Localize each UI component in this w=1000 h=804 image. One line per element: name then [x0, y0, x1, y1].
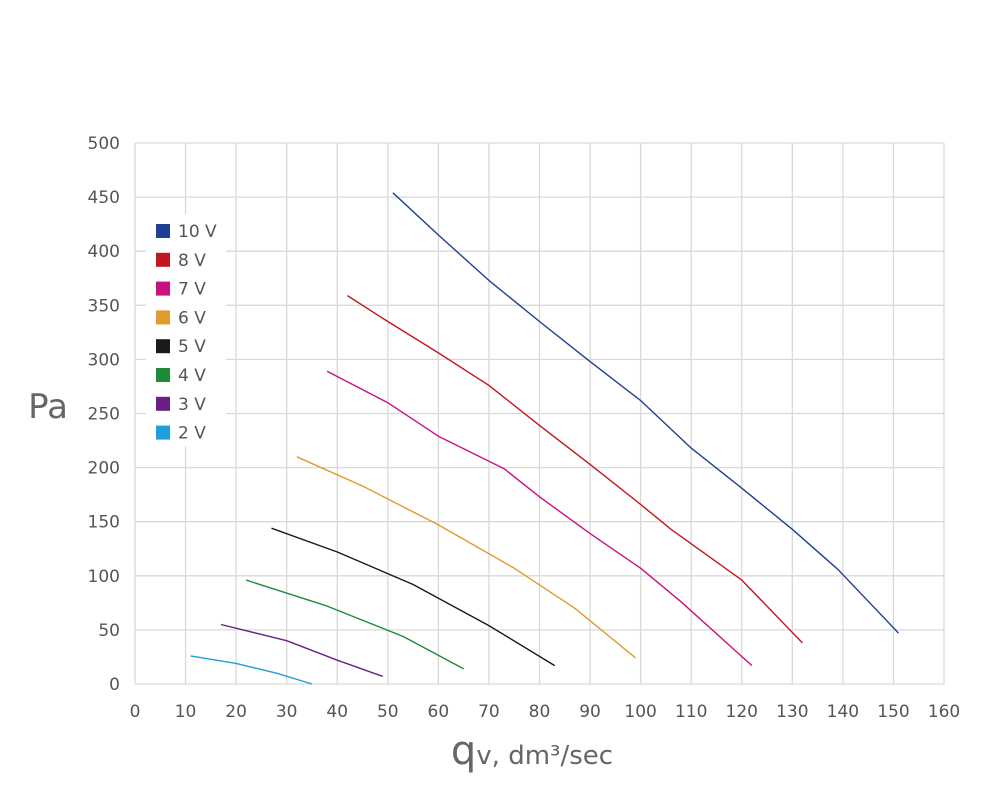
legend-label: 7 V	[178, 280, 206, 300]
x-tick-labels: 0 10 20 30 40 50 60 70 80 90 100 110 120 130 140 150 160	[130, 702, 961, 722]
x-tick-label: 160	[928, 702, 960, 722]
series-line-6v	[296, 456, 637, 659]
series-lines	[190, 192, 900, 685]
x-tick-label: 100	[624, 702, 656, 722]
series-line-3v	[220, 623, 384, 678]
y-tick-label: 0	[109, 675, 120, 695]
legend-label: 5 V	[178, 337, 206, 357]
x-axis-label-rest: v, dm³/sec	[476, 741, 613, 771]
legend-label: 3 V	[178, 395, 206, 415]
x-tick-label: 130	[776, 702, 808, 722]
legend: 10 V 8 V 7 V 6 V 5 V 4 V 3 V 2 V	[146, 214, 226, 446]
series-line-4v	[245, 579, 465, 670]
y-tick-label: 300	[88, 350, 120, 370]
y-tick-label: 100	[88, 567, 120, 587]
y-tick-label: 450	[88, 188, 120, 208]
x-tick-label: 90	[579, 702, 601, 722]
y-tick-label: 500	[88, 134, 120, 154]
x-tick-label: 30	[276, 702, 298, 722]
y-tick-label: 350	[88, 296, 120, 316]
series-line-5v	[271, 527, 556, 667]
legend-swatch	[156, 252, 170, 267]
x-tick-label: 120	[726, 702, 758, 722]
legend-label: 8 V	[178, 251, 206, 271]
legend-swatch	[156, 281, 170, 296]
x-axis-label-main: q	[451, 728, 476, 774]
x-tick-label: 70	[478, 702, 500, 722]
x-tick-label: 80	[529, 702, 551, 722]
legend-label: 4 V	[178, 366, 206, 386]
x-tick-label: 20	[225, 702, 247, 722]
legend-label: 6 V	[178, 308, 206, 328]
x-tick-label: 40	[326, 702, 348, 722]
grid	[134, 142, 945, 685]
x-tick-label: 0	[130, 702, 141, 722]
series-line-7v	[326, 370, 753, 667]
y-tick-label: 200	[88, 459, 120, 479]
x-axis-label: qv, dm³/sec	[451, 728, 613, 774]
series-line-2v	[190, 655, 313, 685]
legend-swatch	[156, 224, 170, 238]
x-tick-label: 150	[877, 702, 909, 722]
legend-swatch	[156, 310, 170, 325]
x-tick-label: 50	[377, 702, 399, 722]
x-tick-label: 140	[827, 702, 859, 722]
series-line-10v	[392, 192, 900, 634]
series-line-8v	[347, 295, 803, 644]
legend-label: 2 V	[178, 424, 206, 444]
x-tick-label: 10	[175, 702, 197, 722]
y-tick-label: 150	[88, 513, 120, 533]
legend-swatch	[156, 368, 170, 382]
y-tick-label: 250	[88, 405, 120, 425]
y-axis-label: Pa	[28, 387, 68, 427]
y-tick-label: 50	[98, 621, 120, 641]
y-tick-labels: 0 50 100 150 200 250 300 350 400 450 500	[88, 134, 120, 695]
x-tick-label: 110	[675, 702, 707, 722]
y-tick-label: 400	[88, 242, 120, 262]
legend-swatch	[156, 425, 170, 440]
legend-swatch	[156, 396, 170, 411]
legend-swatch	[156, 339, 170, 354]
legend-label: 10 V	[178, 222, 217, 242]
x-tick-label: 60	[428, 702, 450, 722]
